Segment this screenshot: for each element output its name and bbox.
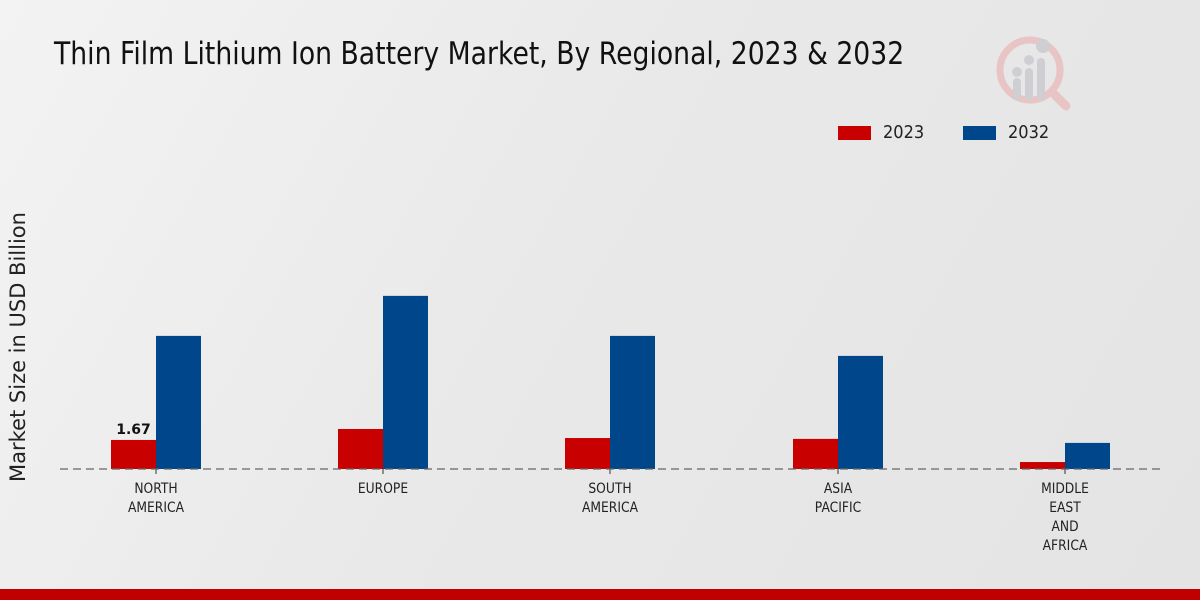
brand-logo-icon [996, 36, 1071, 111]
x-tick-label-1: EUROPE [358, 481, 408, 497]
bar-2023-3 [793, 438, 838, 469]
bar-2032-2 [610, 335, 655, 469]
bar-2032-1 [383, 295, 428, 469]
x-tick-label-4: AFRICA [1043, 538, 1088, 554]
x-tick-label-4: MIDDLE [1041, 481, 1089, 497]
x-tick-label-0: AMERICA [128, 500, 184, 516]
bar-2032-3 [838, 355, 883, 469]
bar-2023-0 [111, 439, 156, 469]
legend-item-2032[interactable]: 2032 [962, 122, 1054, 143]
x-tick-label-2: SOUTH [588, 481, 631, 497]
x-tick-label-2: AMERICA [582, 500, 638, 516]
bar-2032-0 [156, 335, 201, 469]
bar-2023-1 [338, 428, 383, 469]
x-tick-label-4: AND [1051, 519, 1078, 535]
bar-2023-4 [1020, 462, 1065, 469]
footer-accent-bar [0, 589, 1200, 600]
legend-swatch-2032 [962, 125, 996, 140]
x-tick-label-4: EAST [1049, 500, 1081, 516]
legend-label-2023: 2023 [883, 122, 925, 143]
legend-label-2032: 2032 [1007, 122, 1050, 143]
x-tick-label-0: NORTH [134, 481, 177, 497]
x-tick-label-3: PACIFIC [815, 500, 861, 516]
legend-item-2023[interactable]: 2023 [838, 122, 929, 143]
bar-2032-4 [1065, 442, 1110, 469]
x-tick-label-3: ASIA [824, 481, 852, 497]
data-label: 1.67 [116, 422, 151, 438]
chart-legend: 2023 2032 [838, 122, 1088, 143]
chart-title: Thin Film Lithium Ion Battery Market, By… [54, 36, 905, 72]
bar-2023-2 [565, 438, 610, 469]
legend-swatch-2023 [838, 125, 871, 140]
